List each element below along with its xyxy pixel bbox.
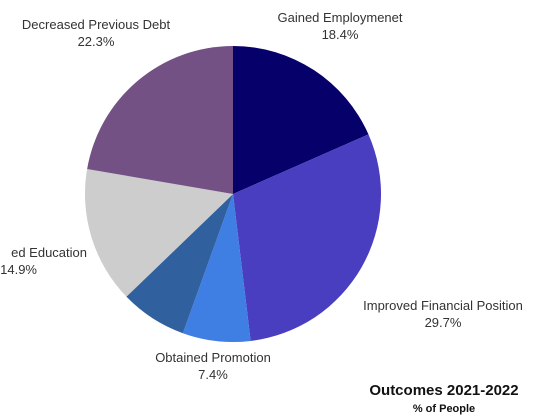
pie-slice-unlabeled-3: [126, 194, 233, 334]
slice-value-ed-education: 14.9%: [0, 262, 37, 277]
pie-slice-improved-financial-position-1: [233, 134, 381, 341]
slice-label-obtained-promotion: Obtained Promotion: [155, 350, 271, 365]
slice-label-improved-financial-position: Improved Financial Position: [363, 298, 523, 313]
pie-slice-gained-employmenet-0: [233, 46, 369, 194]
slice-value-gained-employmenet: 18.4%: [322, 27, 359, 42]
pie-slice-decreased-previous-debt-5: [87, 46, 233, 194]
pie-slice-obtained-promotion-2: [182, 194, 251, 343]
slice-label-decreased-previous-debt: Decreased Previous Debt: [22, 17, 171, 32]
slice-label-gained-employmenet: Gained Employmenet: [277, 10, 402, 25]
slice-value-decreased-previous-debt: 22.3%: [78, 34, 115, 49]
chart-title: Outcomes 2021-2022: [369, 382, 518, 399]
slice-label-ed-education: ed Education: [11, 245, 87, 260]
slice-value-obtained-promotion: 7.4%: [198, 367, 228, 382]
slice-value-improved-financial-position: 29.7%: [425, 315, 462, 330]
pie-labels: Gained Employmenet 18.4% Improved Financia…: [0, 10, 523, 382]
pie-slices: [84, 46, 381, 343]
pie-slice-ed-education-4: [84, 169, 233, 297]
chart-subtitle: % of People: [413, 403, 475, 415]
